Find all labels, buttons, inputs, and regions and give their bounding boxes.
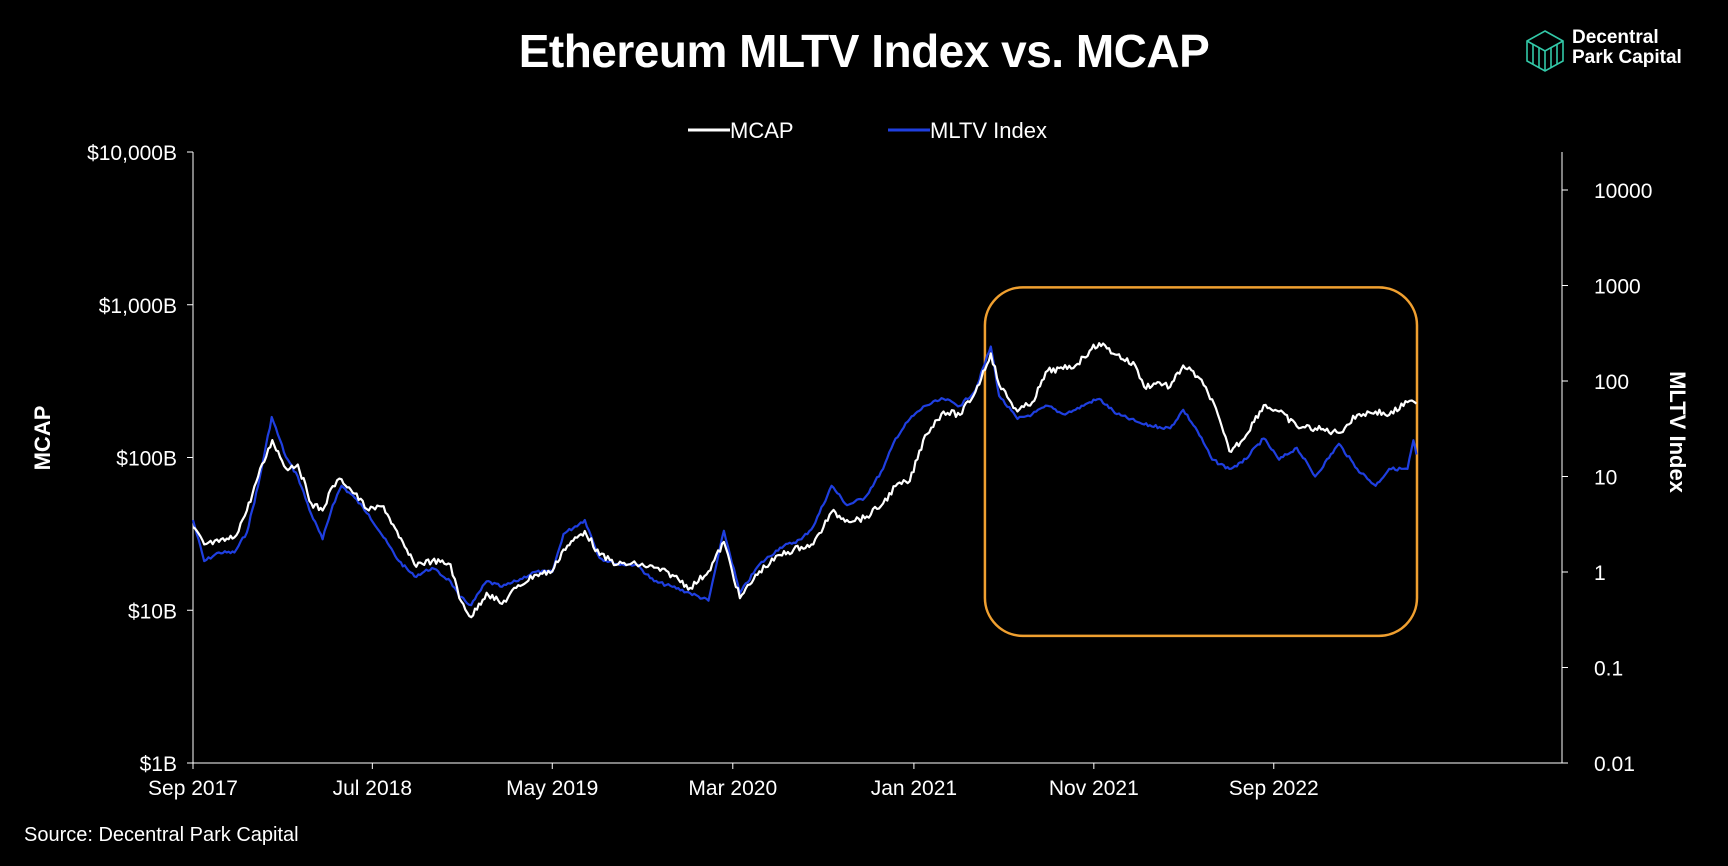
y-left-tick-label: $10B — [128, 600, 177, 623]
x-tick-label: Jan 2021 — [871, 777, 957, 800]
x-tick-label: Jul 2018 — [333, 777, 412, 800]
legend: MCAP MLTV Index — [688, 118, 1047, 143]
legend-label: MCAP — [730, 118, 794, 143]
cube-logo-icon — [1526, 30, 1564, 72]
y-right-tick-label: 1 — [1594, 562, 1606, 585]
y-right-tick-label: 10000 — [1594, 180, 1652, 203]
brand-logo: Decentral Park Capital — [1522, 26, 1712, 76]
y-right-tick-label: 100 — [1594, 371, 1629, 394]
x-tick-label: May 2019 — [506, 777, 598, 800]
mcap-series-line — [192, 342, 1418, 619]
legend-label: MLTV Index — [930, 118, 1047, 143]
y-right-tick-label: 1000 — [1594, 276, 1641, 299]
logo-text: Decentral Park Capital — [1572, 28, 1682, 68]
logo-line-2: Park Capital — [1572, 47, 1682, 68]
y-right-tick-label: 0.01 — [1594, 753, 1635, 776]
x-tick-label: Sep 2022 — [1229, 777, 1319, 800]
y-left-tick-label: $100B — [116, 448, 177, 471]
axis-titles: MCAP MLTV Index — [30, 371, 1690, 494]
y-right-tick-label: 10 — [1594, 467, 1617, 490]
series-layer — [191, 342, 1418, 619]
y-right-axis-title: MLTV Index — [1665, 371, 1690, 494]
y-left-tick-label: $10,000B — [87, 142, 177, 165]
y-left-tick-label: $1,000B — [99, 295, 177, 318]
y-left-tick-label: $1B — [140, 753, 177, 776]
x-tick-label: Sep 2017 — [148, 777, 238, 800]
x-tick-label: Nov 2021 — [1049, 777, 1139, 800]
x-tick-label: Mar 2020 — [688, 777, 777, 800]
y-left-axis-title: MCAP — [30, 406, 55, 471]
chart-title: Ethereum MLTV Index vs. MCAP — [518, 25, 1210, 77]
highlight-box — [983, 286, 1419, 638]
logo-line-1: Decentral — [1572, 27, 1659, 48]
source-note: Source: Decentral Park Capital — [24, 824, 299, 846]
axes: $1B $10B $100B $1,000B $10,000B 0.01 0.1 1 10 100… — [87, 142, 1652, 800]
y-right-tick-label: 0.1 — [1594, 658, 1623, 681]
highlight-layer — [983, 286, 1419, 638]
mltv-series-line — [191, 345, 1418, 607]
